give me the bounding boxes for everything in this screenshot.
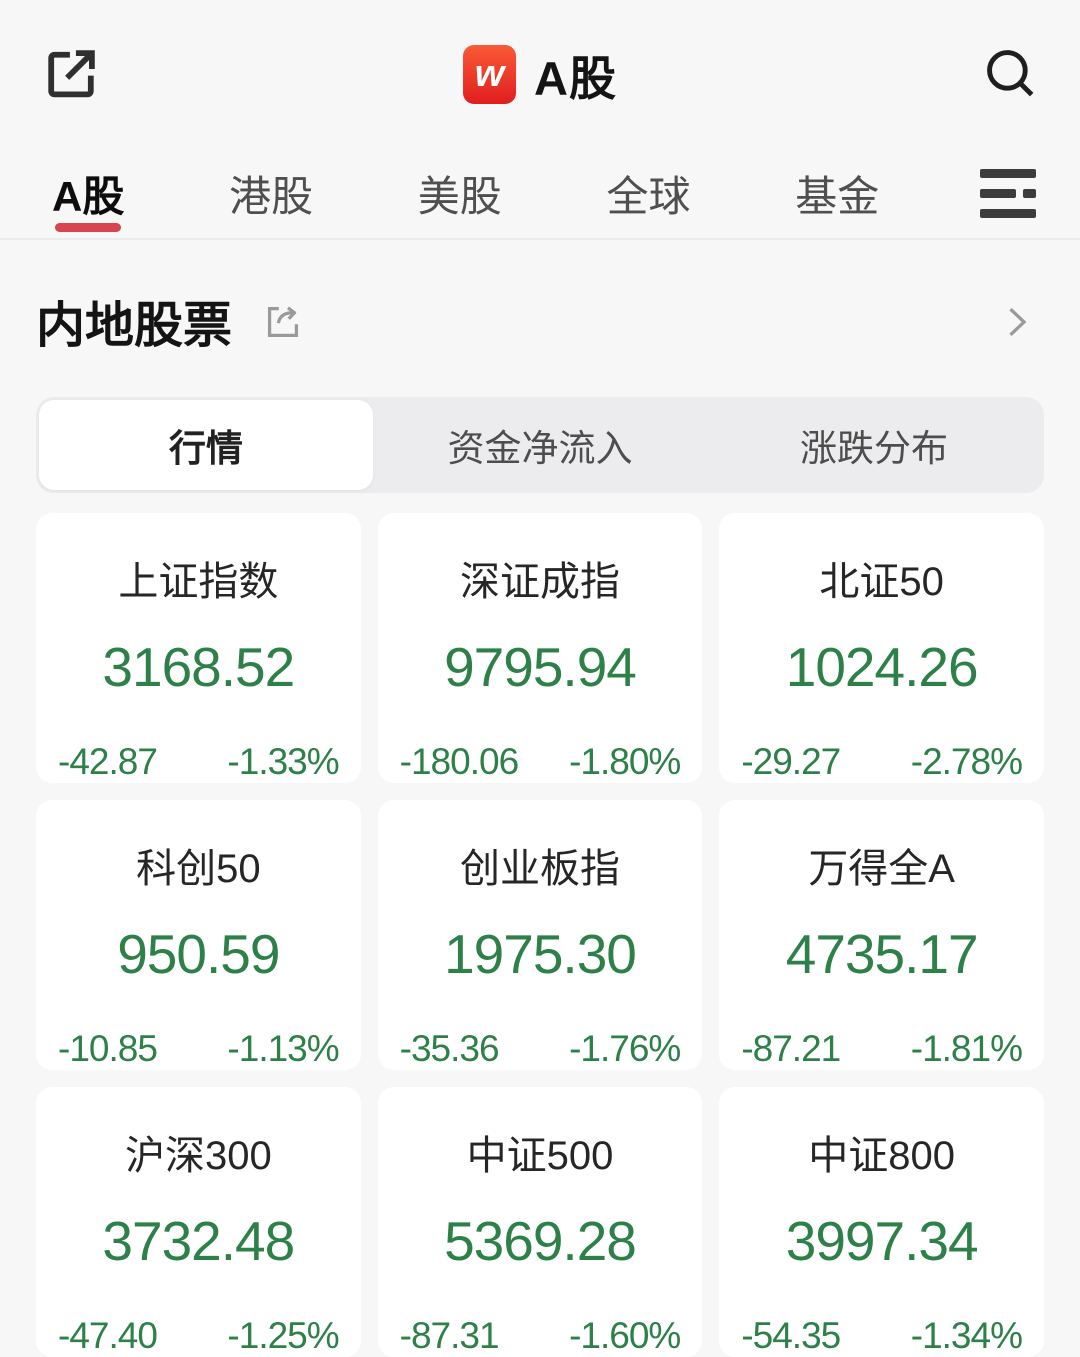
- index-value: 950.59: [117, 923, 280, 985]
- index-card-chinext[interactable]: 创业板指 1975.30 -35.36 -1.76%: [377, 800, 703, 1070]
- index-value: 1024.26: [785, 636, 979, 698]
- index-change-row: -47.40 -1.25%: [58, 1315, 340, 1357]
- index-card-csi500[interactable]: 中证500 5369.28 -87.31 -1.60%: [377, 1087, 703, 1357]
- index-card-star50[interactable]: 科创50 950.59 -10.85 -1.13%: [36, 800, 361, 1070]
- index-value: 3168.52: [102, 636, 295, 698]
- index-value: 5369.28: [444, 1210, 637, 1272]
- index-value: 9795.94: [444, 636, 637, 698]
- index-change: -54.35: [741, 1315, 841, 1356]
- section-more-button[interactable]: [994, 297, 1038, 347]
- chevron-right-icon: [994, 297, 1038, 347]
- index-card-wind-all-a[interactable]: 万得全A 4735.17 -87.21 -1.81%: [719, 800, 1044, 1070]
- index-change-pct: -1.25%: [227, 1315, 339, 1356]
- index-name: 万得全A: [808, 847, 955, 891]
- index-change-pct: -1.76%: [569, 1028, 681, 1069]
- index-value: 3997.34: [785, 1210, 979, 1272]
- index-name: 上证指数: [118, 560, 279, 604]
- index-change-row: -87.31 -1.60%: [399, 1315, 682, 1357]
- index-change: -87.21: [741, 1028, 841, 1069]
- index-value: 4735.17: [785, 923, 979, 985]
- wind-logo: w: [463, 44, 517, 104]
- index-change: -29.27: [741, 741, 841, 782]
- index-change: -180.06: [399, 741, 519, 782]
- search-button[interactable]: [980, 43, 1042, 105]
- index-name: 沪深300: [124, 1134, 272, 1178]
- index-change-row: -87.21 -1.81%: [741, 1028, 1023, 1070]
- external-link-icon: [38, 41, 104, 107]
- view-segmented-control: 行情 资金净流入 涨跌分布: [36, 397, 1044, 493]
- index-name: 深证成指: [459, 560, 620, 604]
- segment-quotes[interactable]: 行情: [39, 400, 373, 490]
- tab-list-button[interactable]: [980, 168, 1036, 218]
- header-title-group: w A股: [463, 0, 617, 148]
- menu-list-icon: [980, 168, 1036, 218]
- tab-us-stocks[interactable]: 美股: [414, 148, 506, 238]
- index-card-csi800[interactable]: 中证800 3997.34 -54.35 -1.34%: [719, 1087, 1044, 1357]
- index-change-pct: -1.80%: [569, 741, 681, 782]
- index-value: 3732.48: [102, 1210, 295, 1272]
- tab-a-shares[interactable]: A股: [48, 148, 128, 238]
- index-change: -87.31: [399, 1315, 500, 1356]
- index-change-row: -29.27 -2.78%: [741, 741, 1023, 783]
- index-name: 创业板指: [459, 847, 620, 891]
- segment-net-inflow[interactable]: 资金净流入: [373, 400, 707, 490]
- index-name: 北证50: [819, 560, 944, 604]
- index-change-pct: -1.60%: [569, 1315, 681, 1356]
- index-change-pct: -1.13%: [227, 1028, 339, 1069]
- index-change-pct: -2.78%: [910, 741, 1023, 782]
- tab-global[interactable]: 全球: [603, 148, 695, 238]
- index-card-bse50[interactable]: 北证50 1024.26 -29.27 -2.78%: [719, 513, 1044, 783]
- index-change-pct: -1.34%: [910, 1315, 1023, 1356]
- external-share-button[interactable]: [38, 41, 104, 107]
- search-icon: [980, 43, 1042, 105]
- index-change-row: -42.87 -1.33%: [58, 741, 340, 783]
- index-name: 科创50: [136, 847, 261, 891]
- index-change: -42.87: [58, 741, 158, 782]
- index-change-pct: -1.33%: [227, 741, 339, 782]
- tab-hk-stocks[interactable]: 港股: [225, 148, 317, 238]
- index-change-pct: -1.81%: [910, 1028, 1023, 1069]
- index-card-sse[interactable]: 上证指数 3168.52 -42.87 -1.33%: [36, 513, 361, 783]
- index-value: 1975.30: [444, 923, 637, 985]
- section-header: 内地股票: [0, 286, 1080, 357]
- index-name: 中证800: [808, 1134, 956, 1178]
- index-change: -47.40: [58, 1315, 158, 1356]
- segment-distribution[interactable]: 涨跌分布: [707, 400, 1041, 490]
- index-change: -35.36: [399, 1028, 500, 1069]
- index-card-szse[interactable]: 深证成指 9795.94 -180.06 -1.80%: [377, 513, 703, 783]
- tab-funds[interactable]: 基金: [791, 148, 883, 238]
- page-title: A股: [534, 51, 617, 105]
- index-grid: 上证指数 3168.52 -42.87 -1.33% 深证成指 9795.94 …: [36, 513, 1044, 1357]
- index-name: 中证500: [466, 1134, 614, 1178]
- index-change: -10.85: [58, 1028, 158, 1069]
- index-change-row: -10.85 -1.13%: [58, 1028, 340, 1070]
- market-tabs: A股 港股 美股 全球 基金: [0, 148, 1080, 240]
- index-change-row: -54.35 -1.34%: [741, 1315, 1023, 1357]
- header: w A股: [0, 0, 1080, 148]
- section-title: 内地股票: [36, 299, 233, 353]
- index-change-row: -35.36 -1.76%: [399, 1028, 682, 1070]
- section-share-button[interactable]: [260, 299, 306, 345]
- index-card-csi300[interactable]: 沪深300 3732.48 -47.40 -1.25%: [36, 1087, 361, 1357]
- share-icon: [260, 299, 306, 345]
- index-change-row: -180.06 -1.80%: [399, 741, 682, 783]
